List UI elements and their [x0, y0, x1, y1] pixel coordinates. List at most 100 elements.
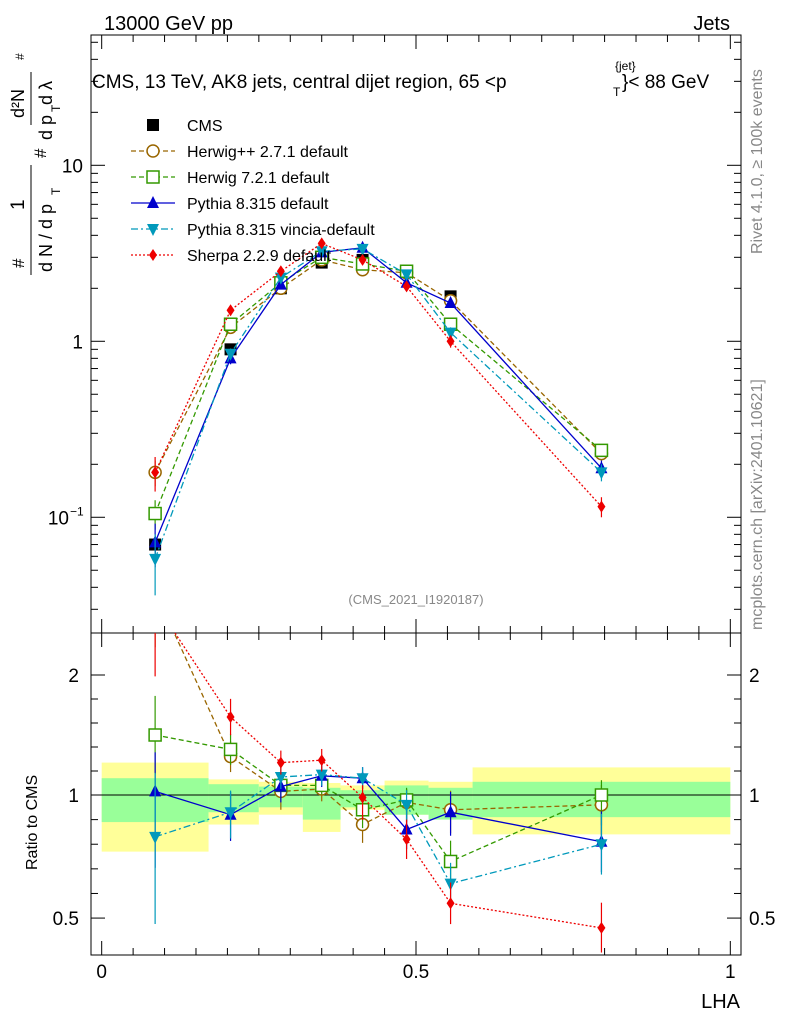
ratio-series-4: [151, 597, 606, 953]
ratio-line: [154, 775, 602, 843]
data-point: [400, 269, 413, 282]
main-title: CMS, 13 TeV, AK8 jets, central dijet reg…: [92, 59, 709, 99]
ylabel-hash-3: #: [13, 53, 27, 60]
main-series: [148, 237, 609, 596]
ylabel-d2n: d²N: [8, 89, 28, 118]
series-line: [154, 256, 602, 514]
data-point: [315, 246, 328, 259]
ylabel-denominator-2: d p: [36, 115, 56, 140]
ratio-point: [358, 791, 367, 804]
ratio-line: [154, 773, 602, 885]
legend-label: Sherpa 2.2.9 default: [187, 248, 332, 265]
ratio-line: [173, 633, 602, 826]
ylabel-sub-t-2: T: [49, 104, 63, 112]
data-point: [358, 253, 367, 266]
ylabel-denominator-1: d N / d p: [36, 204, 56, 272]
data-point: [446, 335, 455, 348]
data-point: [226, 304, 235, 317]
legend-marker: [147, 224, 159, 236]
x-ticks: 0 0.5 1: [96, 35, 736, 983]
legend-marker: [147, 196, 159, 208]
legend-label: Pythia 8.315 default: [187, 196, 329, 213]
x-tick-label: 0: [96, 962, 107, 983]
legend-label: Pythia 8.315 vincia-default: [187, 222, 375, 239]
data-point: [597, 500, 606, 513]
data-point: [356, 243, 369, 256]
ratio-point: [226, 711, 235, 723]
ratio-point: [315, 769, 328, 782]
legend-marker: [146, 144, 160, 158]
data-point: [444, 296, 457, 309]
ratio-point: [597, 921, 606, 934]
main-y-tick-exponent: −1: [70, 504, 84, 518]
series-1: [148, 253, 609, 487]
data-point: [444, 327, 457, 340]
main-y-tick-label: 10: [48, 508, 69, 529]
series-line: [154, 242, 602, 508]
ratio-point: [317, 754, 326, 767]
x-axis-label: LHA: [701, 991, 741, 1013]
ratio-line: [154, 734, 602, 863]
data-point: [317, 237, 326, 250]
main-title-text: CMS, 13 TeV, AK8 jets, central dijet reg…: [92, 72, 507, 93]
ratio-panel: 0.5 0.5 1 1 2 2 0 0.5 1 Ratio to CMS LHA: [24, 35, 775, 1013]
legend-label: Herwig 7.2.1 default: [187, 170, 330, 187]
data-point: [151, 466, 160, 479]
ratio-point: [446, 897, 455, 910]
data-point: [149, 553, 162, 566]
ratio-y-tick-label: 0.5: [53, 909, 79, 930]
data-point: [595, 467, 608, 480]
ratio-y-tick-label: 2: [68, 666, 79, 687]
ratio-point: [356, 773, 369, 786]
data-point: [402, 280, 411, 293]
data-point: [594, 443, 609, 458]
ratio-point: [274, 772, 287, 784]
x-tick-label: 0.5: [403, 962, 429, 983]
data-point: [148, 506, 162, 521]
series-5: [151, 237, 606, 518]
ratio-y-tick-label-right: 1: [749, 786, 760, 807]
ratio-y-axis-label: Ratio to CMS: [24, 775, 41, 870]
ratio-point: [276, 756, 285, 769]
mcplots-label: mcplots.cern.ch [arXiv:2401.10621]: [749, 379, 766, 630]
ratio-point: [151, 597, 159, 609]
main-title-tail: }< 88 GeV: [622, 72, 709, 93]
ylabel-hash-2: #: [31, 148, 50, 158]
series-0: [149, 253, 608, 554]
series-line: [154, 248, 602, 560]
rivet-label: Rivet 4.1.0, ≥ 100k events: [749, 69, 766, 254]
ratio-y-tick-label-right: 0.5: [749, 909, 775, 930]
ratio-bands: [101, 762, 731, 852]
header-right: Jets: [693, 13, 730, 35]
ratio-point: [223, 742, 238, 757]
ratio-point: [444, 805, 457, 818]
series-3: [149, 240, 608, 568]
ratio-point: [148, 728, 162, 742]
ratio-line: [174, 633, 602, 929]
data-point: [223, 317, 238, 331]
main-title-sup: {jet}: [615, 59, 636, 73]
main-y-tick-label: 1: [72, 332, 83, 353]
ratio-y-tick-label-right: 2: [749, 666, 760, 687]
data-point: [276, 265, 285, 278]
ratio-series: [148, 597, 609, 953]
ratio-point: [149, 831, 162, 844]
ylabel-one: 1: [8, 199, 29, 210]
ratio-point: [224, 807, 237, 820]
ratio-series-group: [148, 597, 609, 953]
ratio-point: [594, 788, 609, 802]
legend-marker: [149, 249, 157, 261]
data-point: [224, 348, 237, 361]
ratio-y-ticks: 0.5 0.5 1 1 2 2: [53, 666, 776, 930]
header-left: 13000 GeV pp: [104, 13, 233, 35]
legend-label: CMS: [187, 118, 223, 135]
ratio-point: [402, 833, 411, 846]
ratio-point: [595, 839, 608, 852]
series-line: [154, 247, 602, 543]
ylabel-dlambda: d λ: [36, 81, 56, 105]
legend-marker: [147, 119, 159, 131]
series-line: [154, 259, 602, 473]
analysis-id: (CMS_2021_I1920187): [348, 592, 483, 607]
legend: CMS Herwig++ 2.7.1 default Herwig 7.2.1 de…: [131, 118, 375, 265]
